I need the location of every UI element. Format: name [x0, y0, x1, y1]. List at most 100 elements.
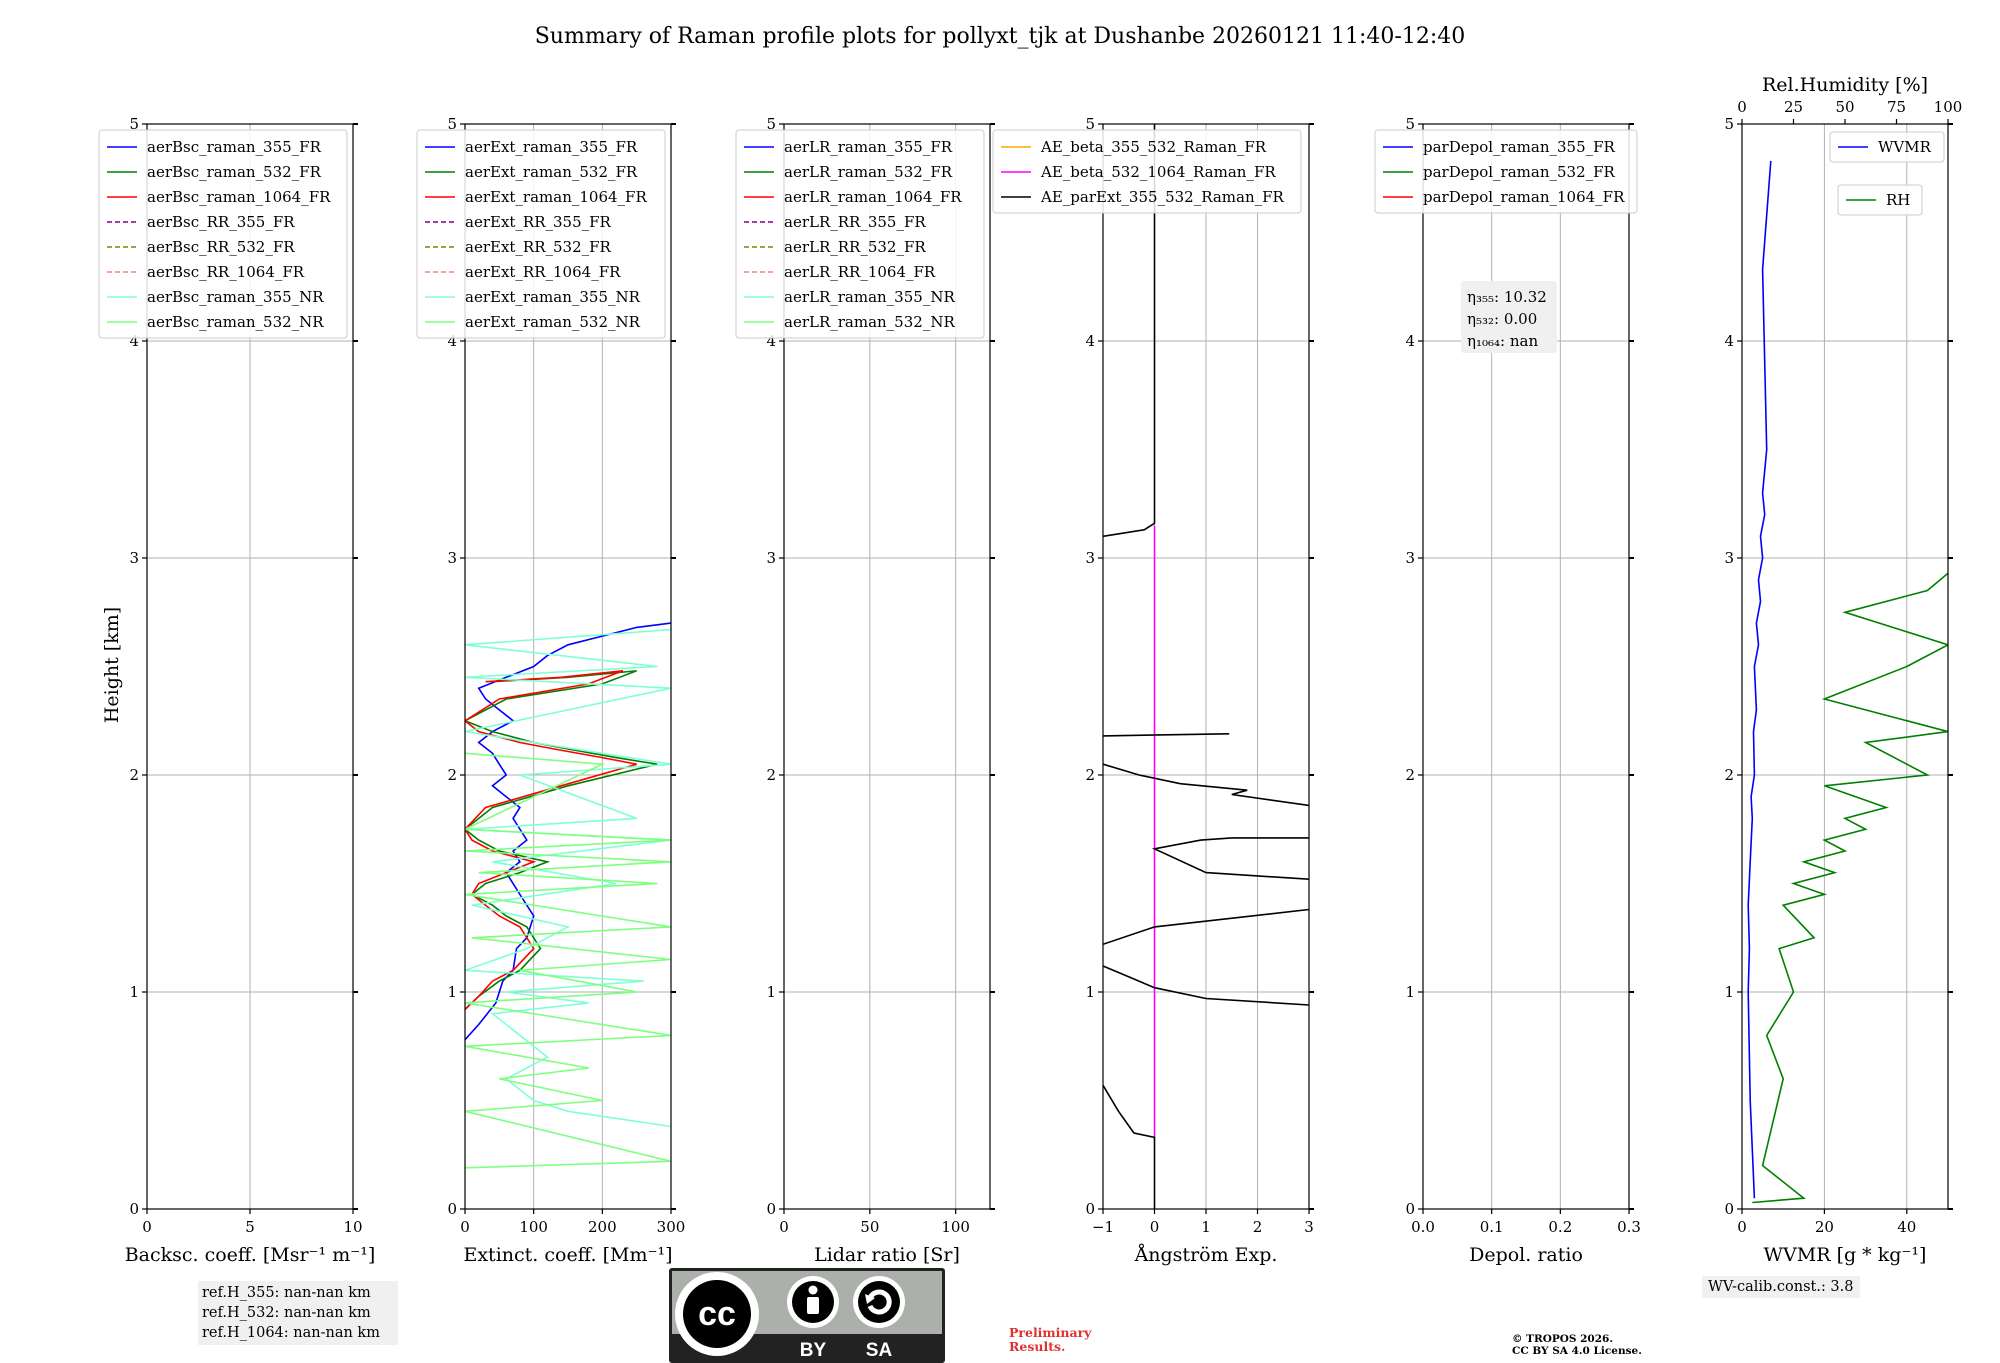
y-tick-label: 2	[1724, 766, 1734, 784]
legend-label: aerLR_RR_1064_FR	[784, 263, 936, 281]
x-tick-label: 0	[142, 1218, 152, 1236]
legend-label: aerBsc_RR_1064_FR	[147, 263, 305, 281]
legend-label: aerLR_raman_1064_FR	[784, 188, 962, 206]
y-tick-label: 0	[1085, 1200, 1095, 1218]
copyright-note: © TROPOS 2026. CC BY SA 4.0 License.	[1512, 1333, 1642, 1357]
y-tick-label: 0	[129, 1200, 139, 1218]
legend-box	[1837, 184, 1923, 216]
y-tick-label: 3	[1405, 549, 1415, 567]
x-axis-label: Lidar ratio [Sr]	[814, 1244, 960, 1266]
height-axis-label: Height [km]	[101, 607, 123, 723]
reference-height-box: ref.H_355: nan-nan km ref.H_532: nan-nan…	[198, 1281, 398, 1345]
x-tick-label: 50	[860, 1218, 879, 1236]
y-tick-label: 1	[1085, 983, 1095, 1001]
legend-label: aerLR_RR_532_FR	[784, 238, 926, 256]
y-tick-label: 5	[1085, 115, 1095, 133]
legend-label: aerBsc_raman_355_NR	[147, 288, 324, 306]
top-x-tick-label: 50	[1835, 98, 1854, 116]
series-line-aerExt_raman_532_NR	[465, 752, 671, 1169]
legend-label: AE_beta_355_532_Raman_FR	[1040, 138, 1267, 156]
legend-label: aerExt_raman_532_NR	[465, 313, 641, 331]
legend-label: aerExt_raman_532_FR	[465, 163, 638, 181]
y-tick-label: 4	[1405, 332, 1415, 350]
series-line-RH	[1752, 572, 1948, 1204]
y-tick-label: 4	[1724, 332, 1734, 350]
legend-label: aerBsc_RR_355_FR	[147, 213, 295, 231]
y-tick-label: 1	[129, 983, 139, 1001]
legend-label: aerLR_raman_355_NR	[784, 288, 955, 306]
y-tick-label: 0	[766, 1200, 776, 1218]
y-tick-label: 3	[129, 549, 139, 567]
legend-label: aerBsc_raman_355_FR	[147, 138, 322, 156]
top-x-tick-label: 75	[1887, 98, 1906, 116]
y-tick-label: 1	[447, 983, 457, 1001]
y-tick-label: 5	[1724, 115, 1734, 133]
legend-label: parDepol_raman_1064_FR	[1423, 188, 1625, 206]
axes-frame	[1422, 123, 1630, 1210]
legend-label: AE_parExt_355_532_Raman_FR	[1040, 188, 1285, 206]
legend-label: aerExt_RR_1064_FR	[465, 263, 621, 281]
y-tick-label: 1	[1724, 983, 1734, 1001]
cc-logo-text: cc	[698, 1295, 736, 1333]
y-tick-label: 1	[1405, 983, 1415, 1001]
by-label: BY	[800, 1340, 827, 1361]
legend-label: parDepol_raman_532_FR	[1423, 163, 1616, 181]
preliminary-line-2: Results.	[1009, 1339, 1066, 1354]
panel-bsc: 0 1 2 3 4 5 0 5 10 Backsc. coeff. [Msr⁻¹ m⁻¹] aerB…	[98, 115, 375, 1266]
legend-label: aerExt_RR_532_FR	[465, 238, 612, 256]
preliminary-results-note: Preliminary Results.	[1009, 1326, 1091, 1354]
y-tick-label: 3	[447, 549, 457, 567]
x-tick-label: 10	[343, 1218, 362, 1236]
x-tick-label: 0.2	[1548, 1218, 1572, 1236]
x-axis-label: Ångström Exp.	[1134, 1244, 1278, 1266]
legend-label: RH	[1886, 191, 1910, 209]
legend-label: aerLR_RR_355_FR	[784, 213, 926, 231]
y-tick-label: 2	[766, 766, 776, 784]
legend-label: aerExt_raman_355_NR	[465, 288, 641, 306]
copyright-line-2: CC BY SA 4.0 License.	[1512, 1345, 1642, 1357]
eta-line: η₃₅₅: 10.32	[1467, 288, 1547, 306]
top-x-axis-label: Rel.Humidity [%]	[1762, 74, 1928, 96]
wv-calibration-box: WV-calib.const.: 3.8	[1702, 1276, 1860, 1298]
y-tick-label: 1	[766, 983, 776, 1001]
ref-height-1064: ref.H_1064: nan-nan km	[202, 1325, 380, 1341]
preliminary-line-1: Preliminary	[1009, 1325, 1092, 1340]
x-tick-label: 0	[1737, 1218, 1747, 1236]
legend-box	[1829, 131, 1945, 163]
series-line-WVMR	[1747, 160, 1772, 1199]
legend-label: aerExt_RR_355_FR	[465, 213, 612, 231]
legend-label: aerBsc_RR_532_FR	[147, 238, 295, 256]
x-tick-label: −1	[1092, 1218, 1114, 1236]
legend-label: aerExt_raman_1064_FR	[465, 188, 647, 206]
y-tick-label: 2	[447, 766, 457, 784]
x-tick-label: 2	[1253, 1218, 1263, 1236]
axes-frame	[783, 123, 991, 1210]
y-tick-label: 0	[1405, 1200, 1415, 1218]
legend-label: AE_beta_532_1064_Raman_FR	[1040, 163, 1276, 181]
x-tick-label: 0	[460, 1218, 470, 1236]
y-tick-label: 4	[766, 332, 776, 350]
x-axis-label: Extinct. coeff. [Mm⁻¹]	[463, 1244, 672, 1266]
y-tick-label: 2	[129, 766, 139, 784]
x-tick-label: 0.1	[1480, 1218, 1504, 1236]
x-tick-label: 0	[779, 1218, 789, 1236]
x-tick-label: 20	[1815, 1218, 1834, 1236]
top-x-tick-label: 0	[1737, 98, 1747, 116]
x-tick-label: 0	[1150, 1218, 1160, 1236]
axes-frame	[1741, 123, 1949, 1210]
x-tick-label: 3	[1304, 1218, 1314, 1236]
y-tick-label: 3	[766, 549, 776, 567]
y-tick-label: 5	[129, 115, 139, 133]
x-tick-label: 100	[519, 1218, 548, 1236]
series-line-aerExt_raman_1064_FR	[465, 670, 637, 1010]
x-tick-label: 1	[1201, 1218, 1211, 1236]
legend-label: aerBsc_raman_532_FR	[147, 163, 322, 181]
x-axis-label: WVMR [g * kg⁻¹]	[1764, 1244, 1927, 1266]
legend-label: WVMR	[1878, 138, 1932, 156]
y-tick-label: 0	[1724, 1200, 1734, 1218]
eta-line: η₁₀₆₄: nan	[1467, 332, 1538, 350]
legend-label: parDepol_raman_355_FR	[1423, 138, 1616, 156]
